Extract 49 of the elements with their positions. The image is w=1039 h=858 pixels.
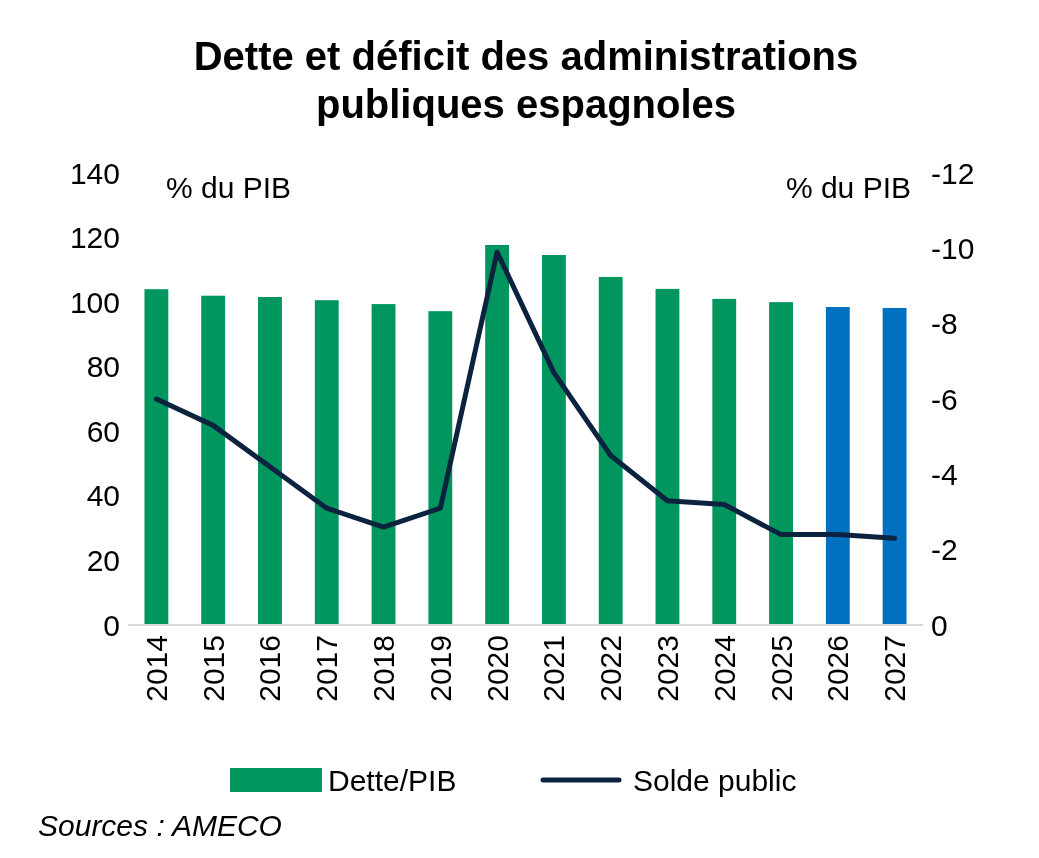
bar xyxy=(655,288,680,625)
bar xyxy=(314,300,339,625)
x-tick-label: 2017 xyxy=(310,635,344,702)
y-tick-label: 40 xyxy=(86,479,120,513)
bar xyxy=(769,302,793,625)
x-tick-label: 2023 xyxy=(650,635,684,702)
x-tick-label: 2018 xyxy=(367,635,401,702)
y2-tick-label: -8 xyxy=(931,307,958,341)
x-tick-label: 2021 xyxy=(537,635,571,702)
y2-tick-label: -10 xyxy=(931,231,975,265)
y-tick-label: 20 xyxy=(86,543,120,577)
legend-label: Solde public xyxy=(633,763,797,797)
y-tick-label: 120 xyxy=(69,221,120,255)
x-tick-label: 2024 xyxy=(707,635,741,702)
x-tick-label: 2014 xyxy=(139,635,173,702)
y-tick-label: 100 xyxy=(69,285,120,319)
source-note: Sources : AMECO xyxy=(38,809,282,842)
y2-tick-label: -12 xyxy=(931,156,975,190)
y2-tick-label: -2 xyxy=(931,533,958,567)
x-tick-label: 2020 xyxy=(480,635,514,702)
x-tick-label: 2016 xyxy=(253,635,287,702)
bar xyxy=(712,298,737,625)
bar xyxy=(598,276,623,625)
y2-tick-label: -6 xyxy=(931,382,958,416)
x-tick-label: 2022 xyxy=(594,635,628,702)
y-axis-title: % du PIB xyxy=(166,171,292,204)
bar xyxy=(428,311,453,625)
y2-tick-label: -4 xyxy=(931,457,958,491)
chart-title: Dette et déficit des administrations publiques espagnoles xyxy=(193,34,859,126)
bar xyxy=(485,245,510,625)
x-tick-label: 2025 xyxy=(764,635,798,702)
x-tick-label: 2019 xyxy=(423,635,457,702)
bar xyxy=(825,306,850,625)
bar xyxy=(371,304,396,625)
y-tick-label: 80 xyxy=(86,350,120,384)
x-tick-label: 2026 xyxy=(821,635,855,702)
x-tick-label: 2015 xyxy=(196,635,230,702)
y-tick-label: 60 xyxy=(86,414,120,448)
bar xyxy=(541,255,566,625)
bar xyxy=(201,295,226,625)
bar xyxy=(882,307,907,625)
bar xyxy=(258,296,282,625)
y2-axis-title: % du PIB xyxy=(785,171,911,204)
legend-label: Dette/PIB xyxy=(328,763,457,797)
y-tick-label: 140 xyxy=(69,156,120,190)
bar xyxy=(144,289,169,625)
x-tick-label: 2027 xyxy=(878,635,912,702)
y-tick-label: 0 xyxy=(103,608,120,642)
y2-tick-label: 0 xyxy=(931,608,948,642)
